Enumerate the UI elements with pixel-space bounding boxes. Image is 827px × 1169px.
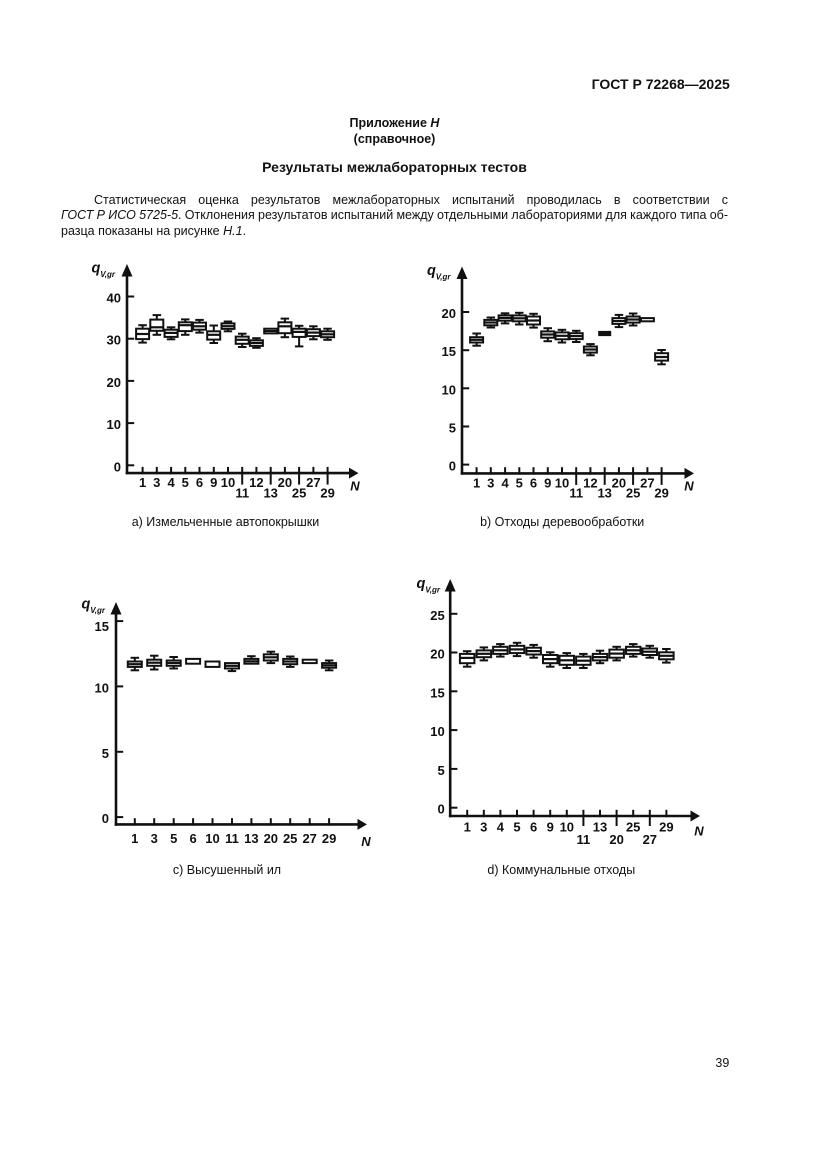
svg-text:25: 25: [626, 486, 640, 501]
svg-text:10: 10: [221, 475, 235, 490]
svg-text:N: N: [361, 834, 371, 849]
svg-text:20: 20: [609, 832, 623, 847]
svg-text:5: 5: [437, 763, 444, 778]
svg-text:20: 20: [612, 475, 626, 490]
svg-text:25: 25: [283, 831, 297, 846]
svg-text:13: 13: [244, 831, 258, 846]
svg-text:4: 4: [497, 820, 505, 835]
svg-text:6: 6: [196, 475, 203, 490]
svg-text:V,gr: V,gr: [425, 585, 441, 594]
svg-text:9: 9: [544, 475, 551, 490]
svg-text:11: 11: [577, 832, 591, 847]
svg-text:3: 3: [153, 475, 160, 490]
svg-text:N: N: [350, 479, 360, 494]
svg-text:5: 5: [182, 475, 189, 490]
svg-text:25: 25: [430, 608, 444, 623]
svg-text:10: 10: [95, 680, 109, 695]
svg-text:q: q: [427, 263, 436, 279]
svg-text:1: 1: [131, 831, 138, 846]
svg-text:N: N: [694, 824, 704, 839]
svg-text:25: 25: [292, 485, 306, 500]
svg-text:20: 20: [107, 375, 121, 390]
svg-text:5: 5: [102, 746, 109, 761]
svg-text:0: 0: [449, 459, 456, 474]
svg-text:3: 3: [151, 831, 158, 846]
svg-text:10: 10: [430, 724, 444, 739]
svg-text:5: 5: [170, 831, 177, 846]
svg-text:9: 9: [547, 820, 554, 835]
svg-text:1: 1: [473, 475, 480, 490]
svg-text:29: 29: [322, 831, 336, 846]
svg-text:6: 6: [530, 475, 537, 490]
svg-text:13: 13: [263, 485, 277, 500]
svg-text:20: 20: [442, 306, 456, 321]
svg-text:27: 27: [306, 475, 320, 490]
svg-text:15: 15: [95, 619, 109, 634]
svg-text:29: 29: [659, 820, 673, 835]
svg-text:N: N: [684, 479, 694, 494]
svg-text:6: 6: [530, 820, 537, 835]
svg-text:10: 10: [442, 382, 456, 397]
svg-text:11: 11: [235, 485, 249, 500]
svg-text:V,gr: V,gr: [436, 272, 452, 281]
svg-text:20: 20: [278, 475, 292, 490]
svg-text:V,gr: V,gr: [90, 606, 106, 615]
svg-text:q: q: [92, 261, 101, 277]
svg-text:0: 0: [437, 802, 444, 817]
svg-text:10: 10: [560, 820, 574, 835]
svg-text:11: 11: [225, 831, 239, 846]
svg-text:27: 27: [640, 475, 654, 490]
svg-text:29: 29: [654, 486, 668, 501]
svg-text:6: 6: [189, 831, 196, 846]
svg-text:29: 29: [320, 485, 334, 500]
svg-text:10: 10: [205, 831, 219, 846]
svg-text:13: 13: [597, 486, 611, 501]
svg-text:q: q: [82, 597, 91, 613]
svg-text:40: 40: [107, 291, 121, 306]
svg-text:1: 1: [139, 475, 146, 490]
svg-text:15: 15: [442, 344, 456, 359]
svg-text:20: 20: [430, 647, 444, 662]
svg-text:12: 12: [249, 475, 263, 490]
svg-text:10: 10: [107, 417, 121, 432]
svg-text:3: 3: [487, 475, 494, 490]
svg-text:12: 12: [583, 475, 597, 490]
svg-text:5: 5: [513, 820, 520, 835]
svg-text:5: 5: [516, 475, 523, 490]
svg-text:10: 10: [555, 475, 569, 490]
svg-text:4: 4: [501, 475, 509, 490]
svg-text:V,gr: V,gr: [100, 270, 116, 279]
svg-text:11: 11: [569, 486, 583, 501]
svg-text:4: 4: [167, 475, 175, 490]
svg-text:13: 13: [593, 820, 607, 835]
svg-text:30: 30: [107, 333, 121, 348]
svg-text:0: 0: [114, 459, 121, 474]
svg-text:27: 27: [643, 832, 657, 847]
svg-text:27: 27: [302, 831, 316, 846]
svg-text:5: 5: [449, 421, 456, 436]
svg-text:9: 9: [210, 475, 217, 490]
svg-text:1: 1: [464, 820, 471, 835]
svg-text:3: 3: [480, 820, 487, 835]
svg-text:20: 20: [264, 831, 278, 846]
svg-text:0: 0: [102, 811, 109, 826]
svg-text:15: 15: [430, 685, 444, 700]
svg-text:q: q: [417, 576, 426, 592]
svg-text:25: 25: [626, 820, 640, 835]
